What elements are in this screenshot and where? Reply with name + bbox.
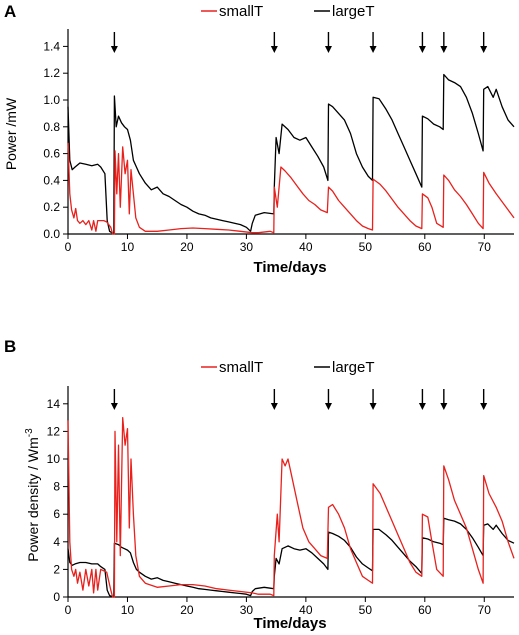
event-arrow-b [369,389,377,410]
x-tick-label-b: 20 [180,603,194,617]
x-tick-label-a: 70 [478,240,492,254]
event-arrow-b [270,389,278,410]
event-arrow-a [110,32,118,53]
series-line-smallT-a [67,142,515,235]
event-arrow-b [110,389,118,410]
event-arrow-b [440,389,448,410]
event-arrow-a [369,32,377,53]
y-tick-label-a: 0.0 [43,227,60,241]
y-tick-label-a: 0.8 [43,120,60,134]
y-axis-label-a: Power /mW [3,97,19,170]
y-tick-label-b: 12 [47,424,61,438]
x-tick-label-a: 0 [65,240,72,254]
x-tick-label-a: 40 [299,240,313,254]
panel-b-letter: B [4,337,16,356]
y-tick-label-a: 1.0 [43,93,60,107]
panel-b: B smallT largeT Time/days Power density … [4,337,515,632]
x-tick-label-a: 50 [359,240,373,254]
legend-a-smallT-label: smallT [219,3,263,20]
legend-b-largeT-label: largeT [332,359,375,376]
y-axis-label-b: Power density / Wm-3 [24,428,41,562]
panel-a-letter: A [4,2,16,21]
x-tick-label-b: 10 [121,603,135,617]
y-tick-label-a: 1.4 [43,39,60,53]
y-axis-label-b-superscript: -3 [24,428,35,437]
event-arrow-a [324,32,332,53]
series-line-smallT-b [67,416,515,598]
y-tick-label-a: 0.6 [43,147,60,161]
y-tick-label-a: 0.4 [43,173,60,187]
event-arrow-a [270,32,278,53]
y-tick-label-b: 14 [47,397,61,411]
x-tick-label-b: 50 [359,603,373,617]
y-tick-label-a: 0.2 [43,200,60,214]
y-tick-label-b: 8 [53,480,60,494]
x-tick-label-b: 70 [478,603,492,617]
event-arrow-a [418,32,426,53]
x-tick-label-b: 60 [418,603,432,617]
y-axis-label-b-main: Power density / Wm [25,437,41,561]
legend-b-smallT-label: smallT [219,359,263,376]
x-tick-label-b: 30 [240,603,254,617]
event-arrow-b [324,389,332,410]
x-tick-label-a: 10 [121,240,135,254]
event-arrow-a [440,32,448,53]
x-axis-label-a: Time/days [253,259,326,276]
x-tick-label-a: 60 [418,240,432,254]
x-tick-label-a: 20 [180,240,194,254]
y-tick-label-b: 10 [47,452,61,466]
x-tick-label-b: 40 [299,603,313,617]
x-tick-label-b: 0 [65,603,72,617]
y-tick-label-b: 6 [53,507,60,521]
x-tick-label-a: 30 [240,240,254,254]
panel-a: A smallT largeT Time/days Power /mW 0.0 0… [3,2,515,276]
event-arrow-a [480,32,488,53]
series-line-largeT-b [67,517,515,598]
y-tick-label-b: 2 [53,562,60,576]
y-tick-label-b: 0 [53,590,60,604]
event-arrow-b [418,389,426,410]
y-tick-label-b: 4 [53,535,60,549]
event-arrow-b [480,389,488,410]
series-line-largeT-a [67,73,515,235]
legend-a-largeT-label: largeT [332,3,375,20]
x-axis-label-b: Time/days [253,615,326,632]
y-tick-label-a: 1.2 [43,66,60,80]
